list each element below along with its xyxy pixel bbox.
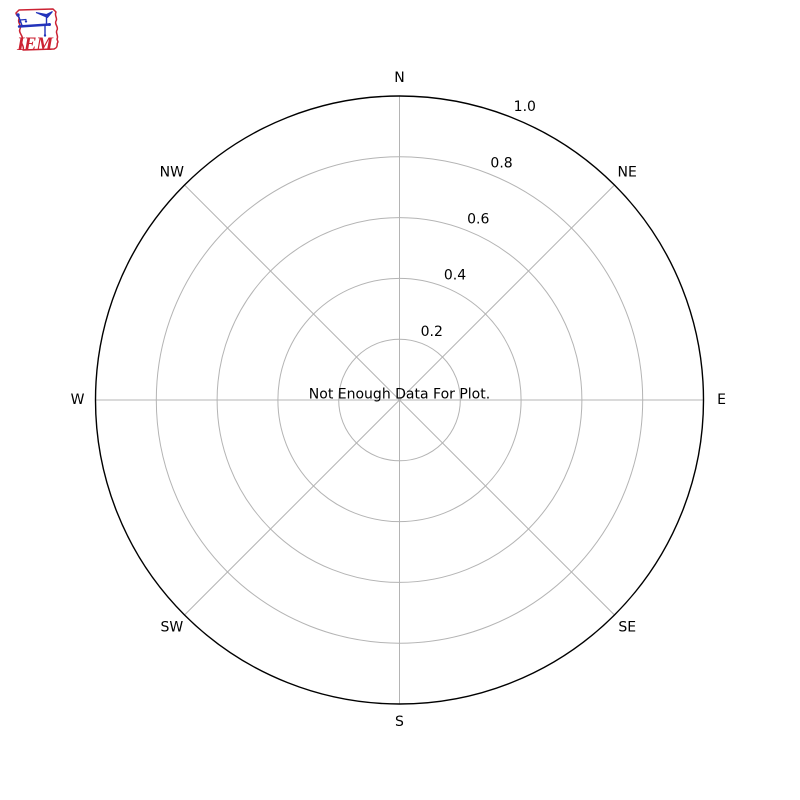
radial-tick-labels: 0.2 0.4 0.6 0.8 1.0 (421, 99, 536, 340)
direction-label-se: SE (618, 620, 636, 636)
polar-spine (94, 95, 705, 705)
iem-logo-text: IEM (16, 34, 54, 55)
direction-label-e: E (717, 392, 726, 408)
direction-labels: N NE E SE S SW W NW (71, 70, 726, 730)
direction-label-w: W (71, 392, 85, 408)
weather-station-icon (16, 11, 53, 37)
radial-tick-label: 0.6 (467, 211, 489, 227)
spoke-se (399, 399, 615, 616)
iem-logo: IEM (15, 8, 59, 55)
radial-tick-label: 0.4 (444, 268, 466, 284)
direction-label-s: S (395, 714, 404, 730)
direction-label-n: N (394, 70, 404, 86)
no-data-annotation: Not Enough Data For Plot. (309, 387, 490, 403)
direction-label-nw: NW (160, 164, 184, 180)
spoke-sw (184, 399, 400, 616)
direction-spokes (95, 96, 704, 704)
polar-spine-circle (94, 95, 705, 705)
direction-label-ne: NE (618, 164, 637, 180)
spoke-ne (399, 184, 615, 401)
direction-label-sw: SW (160, 620, 183, 636)
radial-tick-label: 1.0 (514, 99, 536, 115)
radial-tick-label: 0.8 (490, 155, 512, 171)
spoke-nw (184, 184, 400, 401)
radial-tick-label: 0.2 (421, 324, 443, 340)
